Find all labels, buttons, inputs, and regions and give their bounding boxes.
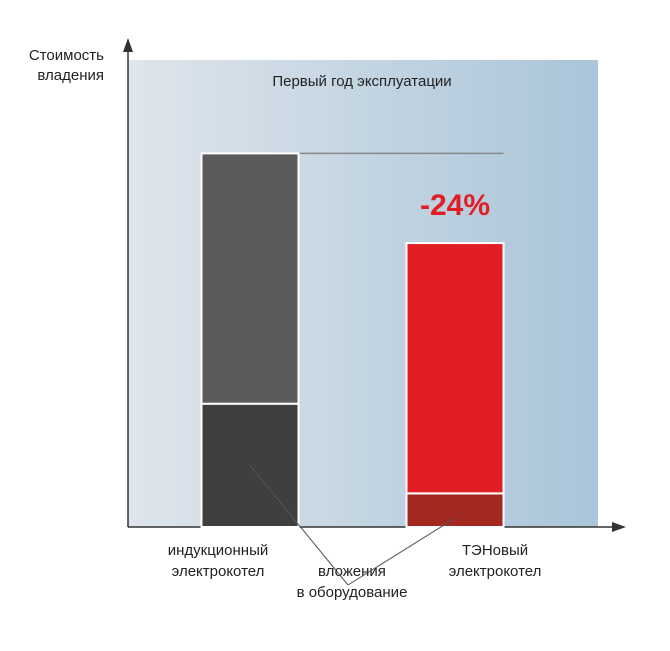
plot-background bbox=[128, 60, 598, 527]
series-label: вложения bbox=[318, 563, 386, 580]
x-tick-label: ТЭНовый bbox=[462, 542, 528, 559]
annotation: -24% bbox=[420, 189, 490, 222]
bar-segment bbox=[405, 242, 505, 495]
y-axis-label: Стоимость bbox=[29, 47, 104, 64]
x-axis-arrow bbox=[612, 522, 626, 532]
bar-segment bbox=[200, 152, 300, 405]
leader-line bbox=[347, 517, 456, 586]
x-tick-label: индукционный bbox=[168, 542, 269, 559]
y-axis-arrow bbox=[123, 38, 133, 52]
x-tick-label: электрокотел bbox=[172, 563, 265, 580]
series-label: в оборудование bbox=[297, 584, 408, 601]
y-axis-label: владения bbox=[37, 67, 104, 84]
bar-segment bbox=[405, 492, 505, 529]
x-tick-label: электрокотел bbox=[449, 563, 542, 580]
subtitle: Первый год эксплуатации bbox=[272, 73, 451, 90]
leader-line bbox=[249, 465, 349, 586]
